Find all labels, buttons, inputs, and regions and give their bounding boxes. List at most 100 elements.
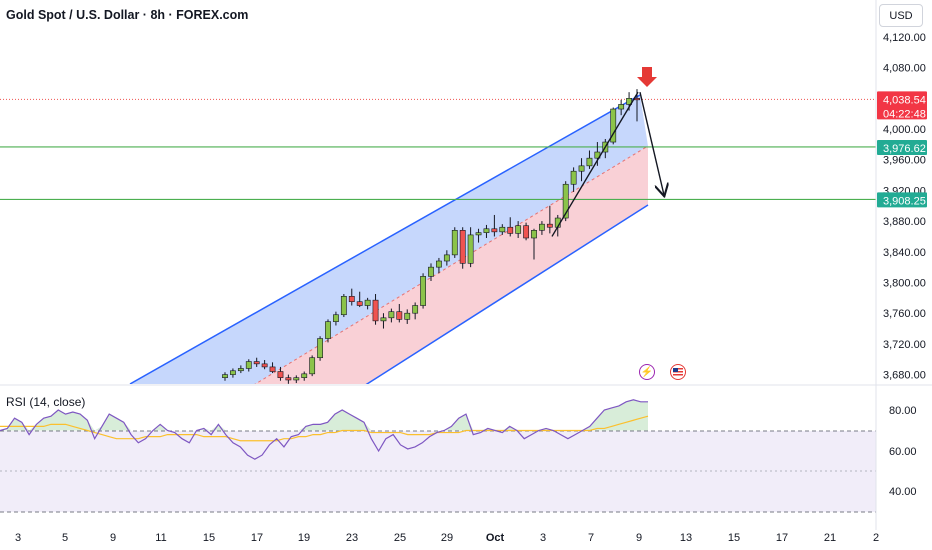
bull-candle [325,321,331,339]
bull-candle [562,183,569,219]
bear-candle [523,225,529,239]
bull-candle [428,266,434,277]
candle [388,308,395,323]
candle [443,250,450,266]
time-tick-label: Oct [486,532,505,544]
time-tick-label: 19 [298,532,310,544]
time-tick-label: 15 [728,532,740,544]
bear-candle [372,299,379,322]
bull-candle [309,357,316,375]
drop-arrow [639,92,664,195]
down-arrow-marker [637,67,657,87]
candle [483,224,490,238]
bull-candle [230,370,236,375]
time-tick-label: 29 [441,532,453,544]
bull-candle [475,232,482,236]
time-tick-label: 7 [588,532,594,544]
bear-candle [269,366,276,372]
rsi-legend: RSI (14, close) [6,395,86,409]
last-price-badge-text: 4,038.54 [883,94,926,106]
lightning-icon[interactable]: ⚡ [639,364,655,380]
time-tick-label: 5 [62,532,68,544]
bull-candle [293,377,300,381]
candle [396,303,403,323]
candle [356,291,363,308]
candle [230,368,236,378]
candle [333,311,339,326]
candle [364,297,371,310]
candle [277,366,284,381]
level-upper-badge: 3,976.62 [877,139,927,155]
currency-selector[interactable]: USD [879,4,923,27]
channel-lower-line [365,204,649,384]
candle [325,319,331,343]
us-flag-icon[interactable] [670,364,686,380]
rsi-tick-label: 60.00 [889,446,917,458]
bull-candle [539,223,545,231]
last-price-badge-bg [877,91,927,120]
candle [285,374,292,384]
candle [317,336,323,361]
level-upper-badge-bg [877,139,927,155]
candle [507,217,514,237]
candle [301,371,308,381]
candle [610,107,617,145]
candle [618,99,625,116]
rsi-background [0,384,932,513]
bull-candle [404,312,411,320]
candle [309,355,316,377]
bull-candle [388,311,395,319]
bull-candle [436,260,442,268]
bull-candle [483,228,490,233]
rsi-lines [0,399,649,460]
bull-candle [333,314,339,322]
axes: 4,120.004,080.004,000.003,960.003,920.00… [15,0,927,544]
bull-candle [586,157,593,167]
time-tick-label: 23 [346,532,358,544]
bear-candle [396,311,403,320]
price-tick-label: 4,000.00 [883,124,926,136]
bull-candle [317,338,323,359]
price-tick-label: 3,960.00 [883,155,926,167]
price-tick-label: 3,680.00 [883,370,926,382]
time-tick-label: 9 [110,532,116,544]
candle [253,357,260,367]
channel-lower-fill [255,146,648,384]
candle [372,294,379,325]
rsi-line [0,399,648,460]
candle [293,375,300,384]
bear-candle [507,226,514,234]
bull-candle [610,108,617,143]
candle [491,214,498,237]
bear-candle [277,371,284,378]
rsi-overbought-fill [0,399,648,431]
time-tick-label: 13 [680,532,692,544]
annotations [551,67,664,237]
bear-candle [356,301,363,306]
candle [539,221,545,235]
candle [499,224,506,235]
candle [237,365,244,374]
time-tick-label: 21 [824,532,836,544]
candle [420,273,426,309]
candle [475,228,482,243]
candle [467,227,474,268]
candle [340,294,347,318]
bull-candle [451,230,458,256]
chart-title: Gold Spot / U.S. Dollar · 8h · FOREX.com [6,8,249,22]
candle [380,313,387,329]
price-levels [0,98,876,201]
candle [222,372,228,381]
candle [261,360,268,370]
channel-upper-line [129,94,641,384]
bull-candle [412,305,419,314]
time-tick-label: 15 [203,532,215,544]
time-tick-label: 17 [776,532,788,544]
candle [459,227,466,269]
candle [412,302,419,320]
bear-candle [546,223,553,228]
price-tick-label: 3,880.00 [883,216,926,228]
bull-candle [618,104,625,110]
candle [523,222,529,241]
